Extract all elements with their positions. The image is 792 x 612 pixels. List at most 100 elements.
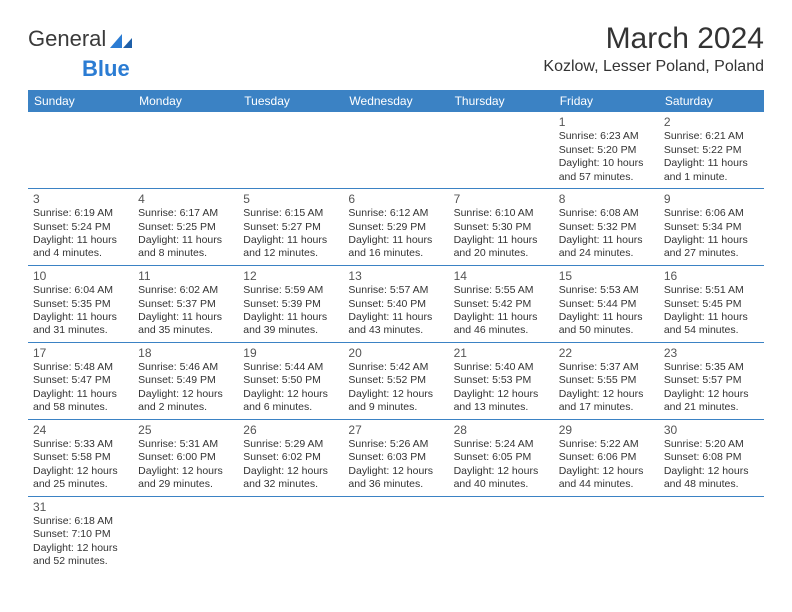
sunset-line: Sunset: 5:24 PM <box>33 221 128 234</box>
sunrise-line: Sunrise: 5:24 AM <box>454 438 549 451</box>
week-row: 3Sunrise: 6:19 AMSunset: 5:24 PMDaylight… <box>28 189 764 266</box>
calendar: Sunday Monday Tuesday Wednesday Thursday… <box>28 90 764 573</box>
logo-text-a: General <box>28 26 106 52</box>
sunset-line: Sunset: 6:02 PM <box>243 451 338 464</box>
day-number: 1 <box>559 114 654 130</box>
daylight-line: Daylight: 11 hours and 27 minutes. <box>664 234 759 261</box>
sunset-line: Sunset: 5:32 PM <box>559 221 654 234</box>
sunrise-line: Sunrise: 5:35 AM <box>664 361 759 374</box>
day-cell: 13Sunrise: 5:57 AMSunset: 5:40 PMDayligh… <box>343 266 448 342</box>
sunset-line: Sunset: 5:50 PM <box>243 374 338 387</box>
daylight-line: Daylight: 12 hours and 6 minutes. <box>243 388 338 415</box>
sunset-line: Sunset: 7:10 PM <box>33 528 128 541</box>
sunset-line: Sunset: 5:52 PM <box>348 374 443 387</box>
day-cell: 29Sunrise: 5:22 AMSunset: 6:06 PMDayligh… <box>554 420 659 496</box>
sunset-line: Sunset: 5:30 PM <box>454 221 549 234</box>
sunset-line: Sunset: 5:20 PM <box>559 144 654 157</box>
sunrise-line: Sunrise: 6:04 AM <box>33 284 128 297</box>
daylight-line: Daylight: 11 hours and 43 minutes. <box>348 311 443 338</box>
day-number: 4 <box>138 191 233 207</box>
day-cell: 1Sunrise: 6:23 AMSunset: 5:20 PMDaylight… <box>554 112 659 188</box>
day-cell: 2Sunrise: 6:21 AMSunset: 5:22 PMDaylight… <box>659 112 764 188</box>
sail-icon <box>108 30 134 48</box>
daylight-line: Daylight: 12 hours and 36 minutes. <box>348 465 443 492</box>
day-cell: 6Sunrise: 6:12 AMSunset: 5:29 PMDaylight… <box>343 189 448 265</box>
sunset-line: Sunset: 5:53 PM <box>454 374 549 387</box>
sunset-line: Sunset: 5:29 PM <box>348 221 443 234</box>
day-cell: 7Sunrise: 6:10 AMSunset: 5:30 PMDaylight… <box>449 189 554 265</box>
day-number: 22 <box>559 345 654 361</box>
sunrise-line: Sunrise: 5:59 AM <box>243 284 338 297</box>
sunrise-line: Sunrise: 6:18 AM <box>33 515 128 528</box>
day-cell <box>554 497 659 573</box>
day-cell: 8Sunrise: 6:08 AMSunset: 5:32 PMDaylight… <box>554 189 659 265</box>
day-number: 28 <box>454 422 549 438</box>
weeks-container: 1Sunrise: 6:23 AMSunset: 5:20 PMDaylight… <box>28 112 764 573</box>
sunrise-line: Sunrise: 6:17 AM <box>138 207 233 220</box>
sunset-line: Sunset: 6:05 PM <box>454 451 549 464</box>
dow-row: Sunday Monday Tuesday Wednesday Thursday… <box>28 90 764 112</box>
day-cell <box>449 112 554 188</box>
dow-thu: Thursday <box>449 90 554 112</box>
day-cell: 10Sunrise: 6:04 AMSunset: 5:35 PMDayligh… <box>28 266 133 342</box>
day-cell: 5Sunrise: 6:15 AMSunset: 5:27 PMDaylight… <box>238 189 343 265</box>
daylight-line: Daylight: 11 hours and 46 minutes. <box>454 311 549 338</box>
sunrise-line: Sunrise: 5:37 AM <box>559 361 654 374</box>
day-cell: 9Sunrise: 6:06 AMSunset: 5:34 PMDaylight… <box>659 189 764 265</box>
daylight-line: Daylight: 12 hours and 13 minutes. <box>454 388 549 415</box>
day-cell: 20Sunrise: 5:42 AMSunset: 5:52 PMDayligh… <box>343 343 448 419</box>
dow-sat: Saturday <box>659 90 764 112</box>
sunset-line: Sunset: 5:57 PM <box>664 374 759 387</box>
day-number: 27 <box>348 422 443 438</box>
day-cell: 24Sunrise: 5:33 AMSunset: 5:58 PMDayligh… <box>28 420 133 496</box>
day-number: 21 <box>454 345 549 361</box>
dow-sun: Sunday <box>28 90 133 112</box>
sunrise-line: Sunrise: 5:55 AM <box>454 284 549 297</box>
day-cell: 4Sunrise: 6:17 AMSunset: 5:25 PMDaylight… <box>133 189 238 265</box>
day-number: 26 <box>243 422 338 438</box>
daylight-line: Daylight: 11 hours and 12 minutes. <box>243 234 338 261</box>
day-cell <box>238 497 343 573</box>
day-cell: 31Sunrise: 6:18 AMSunset: 7:10 PMDayligh… <box>28 497 133 573</box>
daylight-line: Daylight: 12 hours and 29 minutes. <box>138 465 233 492</box>
day-cell: 27Sunrise: 5:26 AMSunset: 6:03 PMDayligh… <box>343 420 448 496</box>
sunrise-line: Sunrise: 5:46 AM <box>138 361 233 374</box>
daylight-line: Daylight: 12 hours and 32 minutes. <box>243 465 338 492</box>
day-cell: 26Sunrise: 5:29 AMSunset: 6:02 PMDayligh… <box>238 420 343 496</box>
month-title: March 2024 <box>543 22 764 56</box>
daylight-line: Daylight: 11 hours and 31 minutes. <box>33 311 128 338</box>
day-cell: 28Sunrise: 5:24 AMSunset: 6:05 PMDayligh… <box>449 420 554 496</box>
sunset-line: Sunset: 5:58 PM <box>33 451 128 464</box>
daylight-line: Daylight: 12 hours and 21 minutes. <box>664 388 759 415</box>
day-number: 31 <box>33 499 128 515</box>
day-number: 3 <box>33 191 128 207</box>
day-number: 5 <box>243 191 338 207</box>
daylight-line: Daylight: 10 hours and 57 minutes. <box>559 157 654 184</box>
sunrise-line: Sunrise: 5:29 AM <box>243 438 338 451</box>
day-number: 9 <box>664 191 759 207</box>
daylight-line: Daylight: 12 hours and 52 minutes. <box>33 542 128 569</box>
day-number: 13 <box>348 268 443 284</box>
sunrise-line: Sunrise: 6:12 AM <box>348 207 443 220</box>
day-number: 19 <box>243 345 338 361</box>
day-cell: 23Sunrise: 5:35 AMSunset: 5:57 PMDayligh… <box>659 343 764 419</box>
sunset-line: Sunset: 5:39 PM <box>243 298 338 311</box>
week-row: 24Sunrise: 5:33 AMSunset: 5:58 PMDayligh… <box>28 420 764 497</box>
sunrise-line: Sunrise: 6:10 AM <box>454 207 549 220</box>
day-cell: 3Sunrise: 6:19 AMSunset: 5:24 PMDaylight… <box>28 189 133 265</box>
daylight-line: Daylight: 11 hours and 16 minutes. <box>348 234 443 261</box>
daylight-line: Daylight: 11 hours and 24 minutes. <box>559 234 654 261</box>
day-cell: 15Sunrise: 5:53 AMSunset: 5:44 PMDayligh… <box>554 266 659 342</box>
day-cell: 14Sunrise: 5:55 AMSunset: 5:42 PMDayligh… <box>449 266 554 342</box>
sunrise-line: Sunrise: 5:57 AM <box>348 284 443 297</box>
sunset-line: Sunset: 6:03 PM <box>348 451 443 464</box>
sunrise-line: Sunrise: 6:23 AM <box>559 130 654 143</box>
day-number: 30 <box>664 422 759 438</box>
daylight-line: Daylight: 11 hours and 8 minutes. <box>138 234 233 261</box>
sunrise-line: Sunrise: 6:02 AM <box>138 284 233 297</box>
week-row: 1Sunrise: 6:23 AMSunset: 5:20 PMDaylight… <box>28 112 764 189</box>
day-cell <box>343 497 448 573</box>
sunset-line: Sunset: 5:25 PM <box>138 221 233 234</box>
day-cell: 17Sunrise: 5:48 AMSunset: 5:47 PMDayligh… <box>28 343 133 419</box>
day-number: 16 <box>664 268 759 284</box>
